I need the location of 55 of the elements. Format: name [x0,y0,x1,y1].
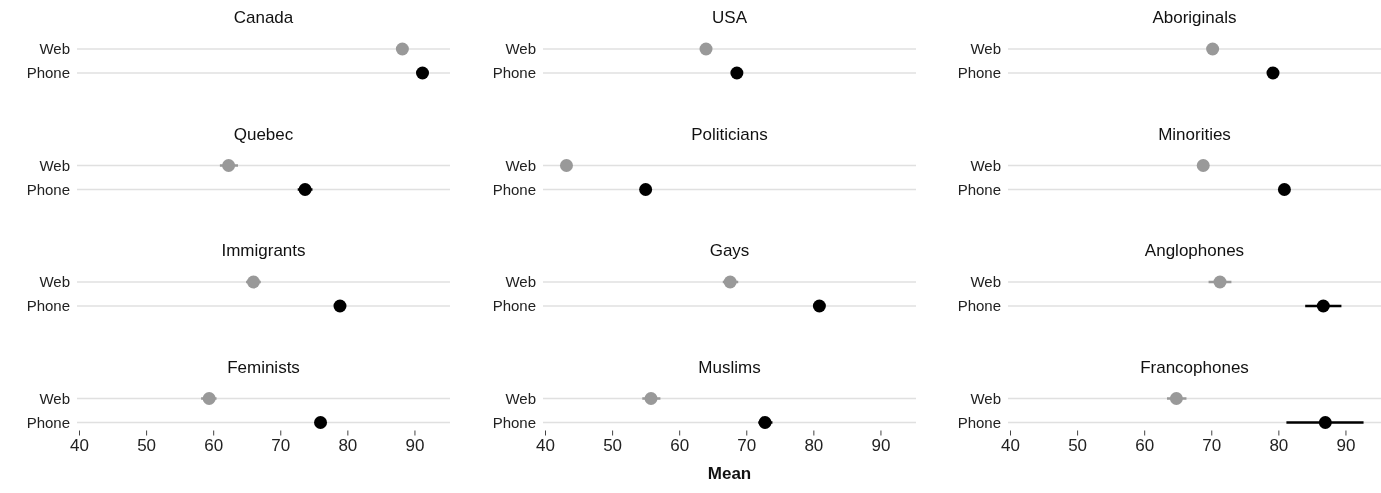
y-tick-label: Phone [957,180,1001,198]
chart-title: Canada [233,8,294,27]
y-tick-label: Phone [26,64,70,82]
y-tick-label: Phone [26,413,70,431]
x-tick-label: 70 [737,435,757,455]
x-tick-label: 50 [137,435,157,455]
y-tick-label: Web [505,156,536,174]
y-tick-label: Phone [26,297,70,315]
x-tick-label: 70 [271,435,291,455]
x-tick-label: 90 [1336,435,1356,455]
x-tick-label: 60 [670,435,690,455]
chart-title: Feminists [227,357,300,377]
y-tick-label: Web [505,273,536,291]
y-tick-label: Web [39,273,70,291]
x-tick-label: 80 [804,435,824,455]
y-tick-label: Web [970,389,1001,407]
x-tick-label: 90 [871,435,891,455]
x-tick-label: 40 [1001,435,1020,455]
chart-title: Anglophones [1144,241,1245,260]
y-tick-label: Phone [492,297,536,315]
y-tick-label: Web [39,389,70,407]
chart-title: Immigrants [221,241,306,260]
x-tick-label: 50 [1068,435,1088,455]
chart-title: Politicians [691,124,768,144]
y-tick-label: Phone [957,64,1001,82]
y-tick-label: Phone [492,64,536,82]
y-tick-label: Web [505,389,536,407]
y-tick-label: Web [970,273,1001,291]
y-tick-label: Web [505,40,536,58]
chart-title: Aboriginals [1152,8,1237,27]
y-tick-label: Web [970,40,1001,58]
y-tick-label: Phone [492,180,536,198]
chart-title: Gays [709,241,750,260]
chart-title: Francophones [1140,357,1249,377]
y-tick-label: Web [970,156,1001,174]
x-axis-title: Mean [707,463,752,483]
chart-title: Quebec [233,124,294,144]
x-tick-label: 60 [204,435,224,455]
x-tick-label: 60 [1135,435,1155,455]
x-tick-label: 40 [70,435,89,455]
x-tick-label: 80 [338,435,358,455]
x-tick-label: 40 [536,435,555,455]
x-tick-label: 70 [1202,435,1222,455]
y-tick-label: Phone [26,180,70,198]
chart-title: USA [712,8,748,27]
y-tick-label: Phone [957,297,1001,315]
x-tick-label: 50 [603,435,623,455]
chart-title: Muslims [698,357,761,377]
y-tick-label: Web [39,156,70,174]
x-tick-label: 80 [1269,435,1289,455]
chart-title: Minorities [1158,124,1231,144]
x-tick-label: 90 [405,435,425,455]
y-tick-label: Phone [957,413,1001,431]
y-tick-label: Phone [492,413,536,431]
y-tick-label: Web [39,40,70,58]
